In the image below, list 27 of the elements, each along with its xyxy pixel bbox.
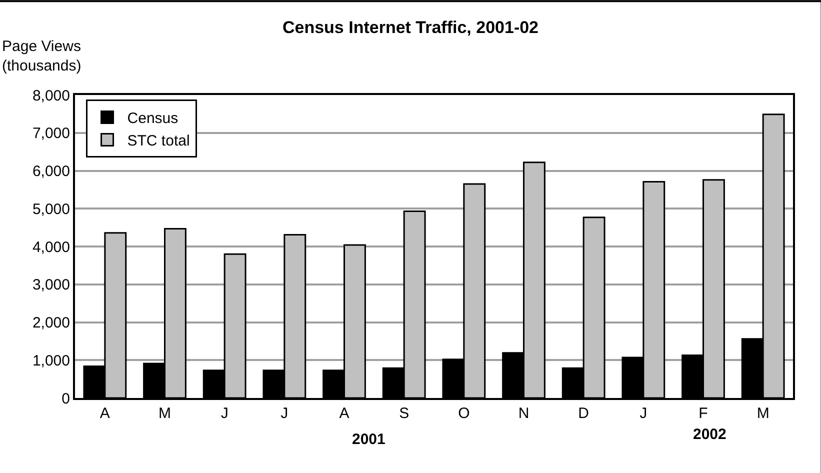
- x-tick-label: J: [220, 405, 228, 422]
- x-tick-label: S: [399, 405, 410, 422]
- y-tick-label: 2,000: [32, 314, 70, 332]
- x-tick-label: M: [158, 405, 171, 422]
- x-tick-label: M: [756, 405, 770, 422]
- y-tick-label: 1,000: [32, 352, 70, 370]
- y-tick-label: 7,000: [32, 125, 70, 142]
- chart-title: Census Internet Traffic, 2001-02: [282, 18, 539, 38]
- y-tick-label: 5,000: [32, 200, 70, 218]
- y-tick-label: 6,000: [32, 163, 70, 180]
- x-tick-label: F: [698, 405, 708, 422]
- x-tick-label: A: [100, 405, 110, 422]
- y-tick-label: 3,000: [32, 276, 70, 294]
- legend-label: Census: [127, 110, 178, 128]
- y-axis-title: Page Views (thousands): [2, 38, 82, 74]
- y-tick-label: 4,000: [32, 238, 70, 256]
- y-tick-label: 8,000: [32, 87, 70, 104]
- x-tick-label: D: [578, 405, 590, 422]
- text: 2001: [352, 431, 386, 448]
- legend-label: STC total: [127, 132, 190, 150]
- y-tick-label: 0: [62, 390, 70, 408]
- text: 2002: [693, 426, 726, 443]
- x-tick-label: A: [339, 405, 350, 422]
- x-tick-label: N: [518, 405, 530, 422]
- x-tick-label: J: [640, 405, 648, 422]
- x-tick-label: O: [458, 405, 470, 422]
- x-tick-label: J: [280, 405, 288, 422]
